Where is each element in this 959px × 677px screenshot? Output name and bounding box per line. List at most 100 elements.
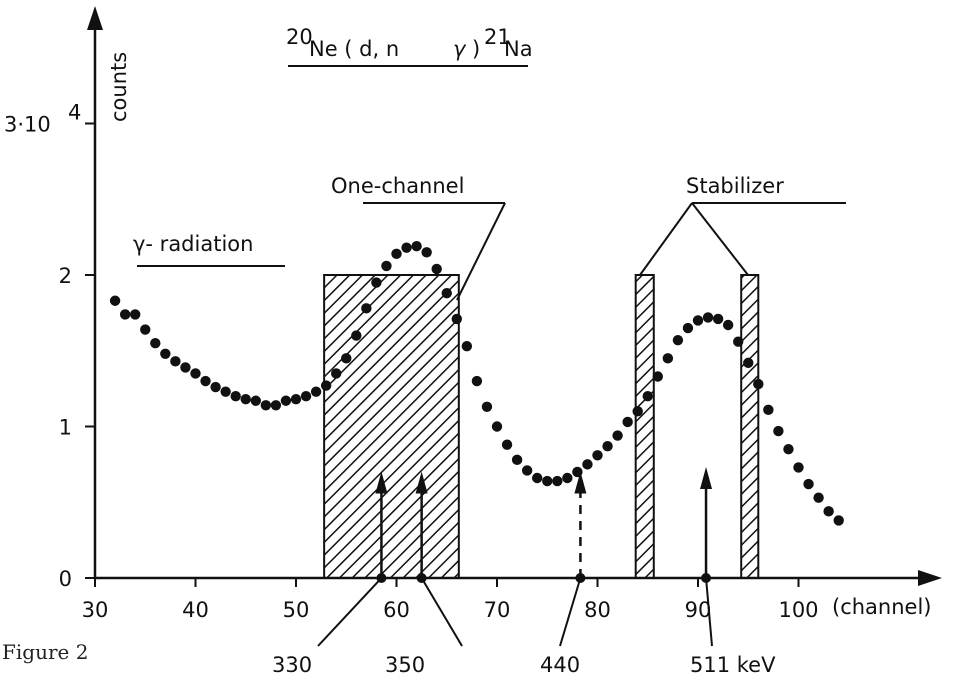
data-point — [682, 322, 694, 334]
y-tick-label: 3·10 — [4, 113, 51, 137]
data-point — [562, 472, 573, 484]
stabilizer-annotation: Stabilizer — [639, 174, 846, 276]
data-point — [632, 406, 643, 417]
data-point — [712, 313, 724, 325]
stabilizer-pointer-left — [639, 202, 693, 276]
one-channel-label: One-channel — [331, 174, 464, 198]
data-point — [532, 472, 543, 484]
window-one-channel — [323, 274, 460, 579]
data-point — [391, 248, 402, 259]
y-tick-label: 1 — [59, 416, 72, 440]
gamma-arrowhead-2 — [574, 471, 587, 494]
title-na: Na — [504, 37, 533, 61]
data-point — [823, 506, 834, 517]
data-point — [552, 475, 563, 487]
x-tick-label: 90 — [685, 598, 712, 622]
data-point — [130, 309, 141, 320]
data-point — [542, 475, 553, 487]
data-point — [310, 386, 322, 397]
gamma-leader-0 — [317, 577, 383, 647]
y-axis-arrowhead — [87, 6, 103, 30]
y-axis-label: counts — [107, 52, 131, 122]
data-point — [813, 492, 824, 503]
gamma-leader-1 — [420, 577, 463, 647]
data-point — [652, 371, 663, 382]
data-point — [521, 465, 533, 476]
figure-caption: Figure 2 — [2, 640, 89, 664]
gamma-radiation-annotation: γ- radiation — [133, 232, 285, 267]
data-point — [260, 400, 272, 411]
data-point — [692, 315, 704, 326]
y-tick-label: 2 — [59, 264, 72, 288]
title-gamma: γ — [453, 37, 467, 61]
data-point — [140, 324, 151, 335]
data-point — [200, 375, 211, 387]
y-ticks: 0 1 2 3·10 4 — [4, 101, 95, 591]
x-tick-label: 30 — [82, 598, 109, 622]
x-tick-label: 40 — [182, 598, 209, 622]
data-point — [793, 462, 804, 473]
x-axis-arrowhead — [918, 570, 942, 586]
data-point — [220, 386, 231, 397]
data-point — [451, 313, 462, 325]
data-point — [160, 348, 171, 359]
data-point — [190, 368, 201, 379]
data-point — [592, 450, 603, 461]
data-point — [572, 466, 583, 478]
gamma-arrowhead-1 — [415, 471, 428, 494]
data-point — [602, 440, 613, 452]
data-point — [803, 478, 814, 490]
title-mass-number-na: 21 — [484, 25, 511, 49]
data-point — [612, 430, 623, 441]
data-points — [109, 241, 844, 526]
energy-label-0: 330 — [272, 653, 312, 677]
data-point — [622, 416, 633, 428]
gamma-radiation-label: γ- radiation — [133, 232, 253, 256]
x-ticks: 30 40 50 60 70 80 90 100 — [82, 578, 819, 622]
data-point — [230, 391, 241, 402]
data-point — [300, 391, 312, 402]
title-ne-reaction: Ne ( d, n — [309, 37, 399, 61]
gamma-leader-2 — [559, 577, 582, 647]
data-point — [421, 247, 432, 258]
x-tick-label: 80 — [584, 598, 611, 622]
window-stabilizer-low — [634, 274, 655, 579]
data-point — [773, 425, 784, 437]
x-tick-label: 60 — [383, 598, 410, 622]
gamma-lines: 330 350 440 511 keV — [272, 466, 776, 677]
data-point — [511, 454, 523, 466]
one-channel-annotation: One-channel — [331, 174, 506, 301]
data-point — [461, 341, 473, 352]
data-point — [662, 353, 674, 364]
axes — [87, 6, 942, 586]
data-point — [441, 287, 452, 299]
stabilizer-pointer-right — [691, 202, 749, 276]
data-point — [341, 353, 352, 364]
data-point — [320, 380, 332, 391]
one-channel-pointer — [456, 202, 506, 301]
data-point — [270, 400, 282, 411]
data-point — [210, 381, 221, 393]
data-point — [381, 260, 392, 272]
data-point — [431, 263, 442, 275]
data-point — [361, 303, 372, 314]
x-axis-label: (channel) — [832, 595, 931, 619]
data-point — [763, 404, 774, 416]
y-tick-label: 0 — [59, 567, 72, 591]
energy-label-1: 350 — [385, 653, 425, 677]
chart-title: 20 Ne ( d, n γ ) 21 Na — [286, 25, 533, 67]
data-point — [250, 395, 261, 406]
title-mass-number-ne: 20 — [286, 25, 313, 49]
data-point — [582, 459, 593, 470]
x-tick-label: 100 — [778, 598, 818, 622]
gamma-arrowhead-0 — [375, 471, 388, 494]
data-point — [833, 515, 844, 526]
data-point — [471, 375, 483, 387]
data-point — [290, 394, 302, 405]
data-point — [702, 312, 714, 323]
data-point — [170, 356, 181, 367]
energy-label-2: 440 — [540, 653, 580, 677]
data-point — [783, 444, 794, 455]
data-point — [753, 378, 764, 390]
data-point — [481, 401, 493, 413]
